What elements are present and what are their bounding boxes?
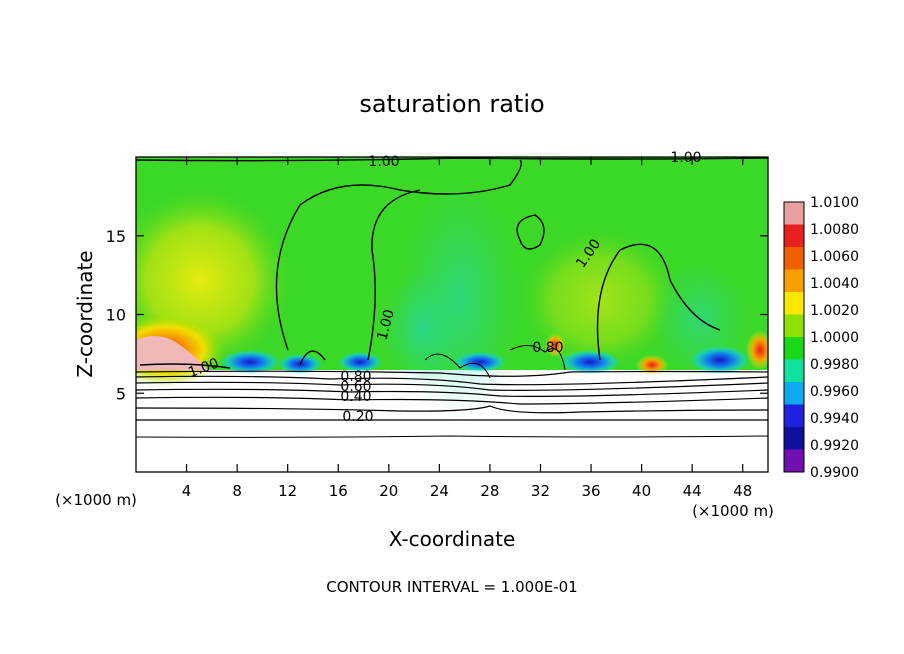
- colorbar-swatch: [784, 314, 804, 338]
- colorbar-swatch: [784, 269, 804, 293]
- x-tick-label: 24: [430, 482, 449, 500]
- contour-lines: [136, 157, 768, 438]
- contour-label: 1.00: [368, 154, 399, 170]
- x-tick-label: 16: [329, 482, 348, 500]
- x-unit-left: (×1000 m): [55, 491, 137, 509]
- x-axis: 4 8 12 16 20 24 28 32 36 40 44 48: [182, 157, 752, 500]
- colorbar-swatch: [784, 224, 804, 248]
- contour-interval-note: CONTOUR INTERVAL = 1.000E-01: [326, 578, 577, 596]
- colorbar-label: 1.0100: [810, 195, 859, 211]
- contour-label: 1.00: [670, 150, 701, 166]
- x-tick-label: 8: [232, 482, 242, 500]
- colorbar-swatch: [784, 292, 804, 315]
- x-axis-label: X-coordinate: [389, 527, 516, 551]
- colorbar-label: 0.9900: [810, 465, 859, 481]
- colorbar-label: 1.0080: [810, 222, 859, 238]
- colorbar-label: 1.0040: [810, 276, 859, 292]
- contour-label: 1.00: [374, 308, 398, 342]
- colorbar-swatch: [784, 202, 804, 225]
- colorbar-label: 1.0020: [810, 303, 859, 319]
- contour-label: 0.80: [532, 340, 563, 356]
- y-tick-label: 15: [106, 227, 126, 246]
- heatmap-field: [136, 157, 768, 472]
- chart-title: saturation ratio: [359, 90, 544, 118]
- colorbar-swatch: [784, 359, 804, 383]
- colorbar-swatch: [784, 404, 804, 428]
- colorbar-label: 1.0060: [810, 249, 859, 265]
- contour-labels: 1.00 1.00 1.00 1.00 1.00 0.80 0.60 0.40 …: [186, 150, 701, 425]
- x-tick-label: 48: [733, 482, 752, 500]
- x-tick-label: 12: [278, 482, 297, 500]
- x-tick-label: 32: [531, 482, 550, 500]
- x-tick-label: 28: [480, 482, 499, 500]
- colorbar-label: 0.9960: [810, 384, 859, 400]
- x-tick-label: 4: [182, 482, 192, 500]
- y-axis: 5 10 15: [106, 227, 768, 403]
- contour-label: 0.60: [340, 379, 371, 395]
- y-tick-label: 5: [116, 384, 126, 403]
- colorbar: 1.0100 1.0080 1.0060 1.0040 1.0020 1.0000 0.99…: [783, 195, 859, 481]
- colorbar-label: 0.9940: [810, 411, 859, 427]
- x-tick-label: 20: [379, 482, 398, 500]
- x-tick-label: 44: [683, 482, 702, 500]
- colorbar-label: 1.0000: [810, 330, 859, 346]
- colorbar-frame: [783, 201, 805, 473]
- colorbar-label: 0.9980: [810, 357, 859, 373]
- colorbar-swatch: [784, 427, 804, 450]
- colorbar-swatch: [784, 382, 804, 405]
- x-tick-label: 36: [581, 482, 600, 500]
- colorbar-swatch: [784, 337, 804, 360]
- colorbar-swatch: [784, 247, 804, 270]
- colorbar-swatch: [784, 449, 804, 473]
- contour-label: 0.40: [340, 389, 371, 405]
- x-unit-right: (×1000 m): [692, 502, 774, 520]
- y-tick-label: 10: [106, 306, 126, 325]
- colorbar-label: 0.9920: [810, 438, 859, 454]
- contour-label: 0.80: [340, 369, 371, 385]
- x-tick-label: 40: [632, 482, 651, 500]
- contour-label: 0.20: [342, 409, 373, 425]
- y-axis-label: Z-coordinate: [73, 250, 97, 377]
